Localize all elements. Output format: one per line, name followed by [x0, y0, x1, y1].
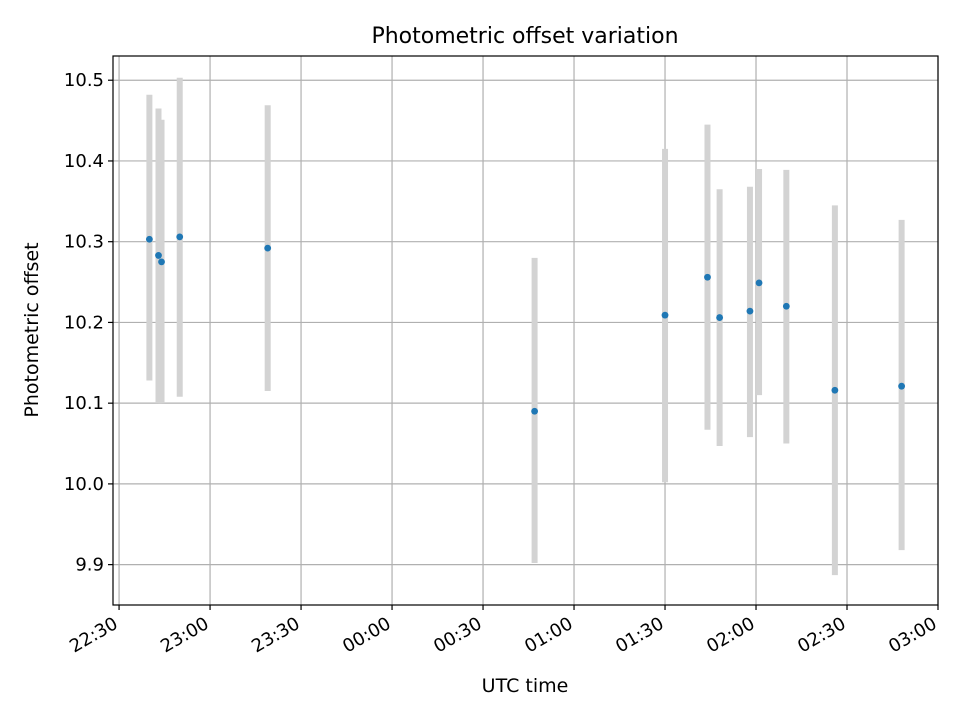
x-tick-label: 23:00	[157, 613, 212, 657]
x-tick-label: 02:00	[703, 613, 758, 657]
y-tick-label: 9.9	[75, 555, 104, 576]
grid	[113, 56, 939, 605]
x-tick-label: 02:30	[794, 613, 849, 657]
data-point	[782, 302, 790, 310]
y-tick-label: 10.1	[64, 393, 104, 414]
data-point	[831, 386, 839, 394]
data-point	[755, 279, 763, 287]
data-point	[898, 382, 906, 390]
data-point	[716, 314, 724, 321]
x-tick-label: 00:30	[430, 613, 485, 657]
y-axis-label: Photometric offset	[21, 242, 43, 417]
data-point	[661, 311, 669, 319]
x-axis: 22:30 23:00 23:30 00:00 00:30 01:00 01:30 02:00…	[66, 605, 941, 657]
error-bars	[146, 77, 905, 576]
data-point	[746, 307, 754, 315]
y-tick-label: 10.2	[64, 312, 104, 333]
x-tick-label: 23:30	[248, 613, 303, 657]
x-tick-label: 22:30	[66, 613, 121, 657]
x-tick-label: 03:00	[885, 613, 940, 657]
y-tick-label: 10.5	[64, 70, 104, 91]
y-tick-label: 10.3	[64, 232, 104, 253]
x-axis-label: UTC time	[482, 675, 569, 697]
y-tick-label: 10.0	[64, 474, 104, 495]
data-point	[145, 235, 153, 243]
y-tick-label: 10.4	[64, 151, 104, 172]
data-point	[531, 407, 538, 415]
plot-frame	[112, 55, 939, 606]
x-tick-label: 01:30	[612, 613, 667, 657]
y-axis: 9.9 10.0 10.1 10.2 10.3 10.4 10.5	[64, 70, 113, 576]
data-point	[176, 233, 184, 241]
data-point	[264, 244, 272, 252]
data-point	[158, 258, 165, 266]
data-points	[145, 233, 906, 415]
x-tick-label: 01:00	[521, 613, 576, 657]
x-tick-label: 00:00	[339, 613, 394, 657]
chart-title: Photometric offset variation	[371, 24, 678, 49]
data-point	[704, 273, 711, 281]
data-point	[155, 252, 162, 259]
